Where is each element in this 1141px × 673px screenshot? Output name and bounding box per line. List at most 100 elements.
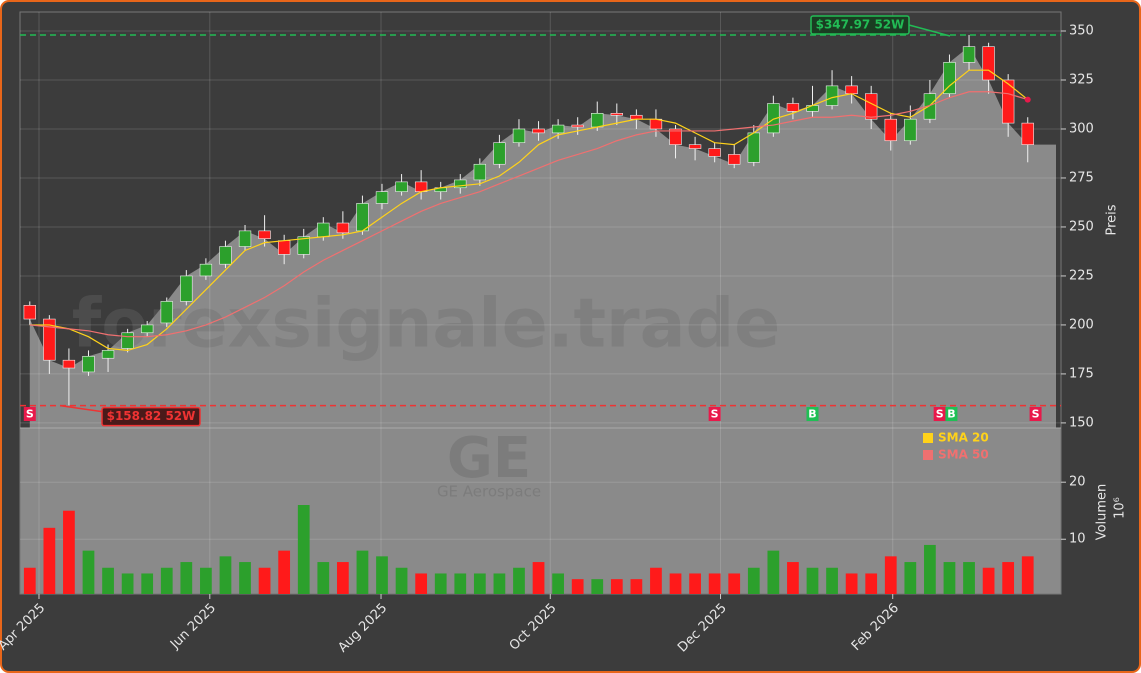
volume-bar — [160, 567, 173, 594]
candle-body — [23, 305, 36, 320]
volume-bar — [571, 579, 584, 594]
volume-scale: 10⁶ — [1113, 497, 1128, 519]
candle-body — [825, 85, 839, 106]
candle-body — [571, 124, 584, 128]
candle-body — [473, 163, 487, 181]
volume-bar — [239, 562, 251, 594]
candle-body — [375, 191, 389, 204]
candle-body — [551, 124, 565, 134]
candle-body — [845, 85, 858, 95]
volume-bar — [689, 573, 701, 594]
sma-line — [29, 91, 1028, 338]
volume-bar — [63, 510, 75, 594]
candle-body — [943, 62, 956, 95]
volume-bar — [650, 567, 662, 594]
candle-body — [199, 263, 213, 277]
candle-body — [767, 103, 780, 134]
y-tick-label: 250 — [1069, 219, 1094, 234]
volume-bar — [395, 567, 408, 594]
volume-bar — [513, 567, 525, 594]
candle-body — [297, 236, 310, 255]
volume-bar — [473, 573, 486, 594]
volume-bar — [258, 567, 271, 594]
volume-bar — [806, 567, 819, 594]
candle-body — [395, 181, 408, 192]
candle-body — [219, 246, 232, 265]
candle-body — [904, 118, 917, 142]
y-tick-label: 10 — [1069, 532, 1086, 547]
volume-bar — [141, 573, 154, 594]
candle-body — [962, 46, 976, 63]
candle-body — [160, 301, 173, 324]
signal-label: S — [26, 408, 34, 421]
candle-body — [786, 103, 800, 112]
candle-body — [884, 118, 897, 142]
candle-body — [454, 179, 467, 189]
volume-bar — [787, 562, 799, 594]
y-tick-label: 225 — [1069, 268, 1094, 283]
signal-label: B — [947, 408, 955, 421]
company-watermark: GE Aerospace — [437, 483, 541, 501]
signal-marker — [945, 407, 958, 421]
candle-body — [923, 93, 937, 120]
candle-body — [82, 355, 95, 373]
volume-bar — [317, 562, 330, 594]
candle-body — [62, 359, 76, 369]
ticker-watermark: GE — [447, 426, 531, 491]
candle-body — [43, 318, 56, 361]
volume-bar — [376, 556, 388, 594]
candle-body — [141, 324, 154, 334]
candle-body — [688, 144, 702, 149]
volume-bar — [943, 562, 956, 594]
candle-body — [356, 203, 369, 232]
candle-body — [101, 350, 115, 359]
signal-marker — [708, 407, 721, 421]
volume-bar — [43, 527, 56, 594]
candle-body — [806, 105, 819, 112]
candle-body — [1001, 79, 1015, 124]
signal-label: S — [1032, 408, 1040, 421]
signal-label: S — [936, 408, 944, 421]
candle-body — [669, 128, 682, 145]
candle-body — [238, 230, 252, 247]
price-area — [29, 46, 1057, 429]
low-arrow — [59, 404, 103, 413]
y-tick-label: 275 — [1069, 170, 1094, 185]
y-tick-label: 325 — [1069, 72, 1094, 87]
candle-body — [708, 148, 721, 157]
candle-body — [180, 275, 193, 302]
volume-bar — [180, 562, 193, 594]
volume-bar — [630, 579, 643, 594]
legend-swatch — [923, 433, 933, 443]
candle-body — [317, 222, 330, 238]
volume-bar — [610, 579, 623, 594]
volume-bar — [532, 562, 545, 594]
volume-bar — [845, 573, 858, 594]
low-label-box — [101, 406, 201, 427]
volume-axis-label: Volumen — [1095, 484, 1110, 541]
sma-end-dot — [1024, 96, 1031, 103]
y-axis-label: Preis — [1105, 204, 1120, 235]
candle-body — [121, 332, 134, 349]
volume-bar — [708, 573, 721, 594]
y-tick-label: 350 — [1069, 24, 1094, 39]
legend-label: SMA 20 — [938, 431, 989, 445]
signal-label: S — [711, 408, 719, 421]
volume-bar — [884, 556, 897, 594]
volume-bar — [102, 567, 114, 594]
high-arrow — [908, 24, 951, 37]
legend-label: SMA 50 — [938, 448, 989, 462]
high-label: $347.97 52W — [816, 17, 905, 31]
y-tick-label: 20 — [1069, 475, 1086, 490]
candle-body — [414, 181, 428, 192]
volume-bar — [591, 579, 604, 594]
volume-bar — [121, 573, 134, 594]
signal-label: B — [808, 408, 816, 421]
candle-body — [865, 93, 878, 120]
candle-body — [610, 113, 623, 116]
volume-bar — [728, 573, 741, 594]
volume-bar — [1002, 562, 1015, 594]
volume-bar — [982, 567, 995, 594]
y-tick-label: 300 — [1069, 121, 1094, 136]
